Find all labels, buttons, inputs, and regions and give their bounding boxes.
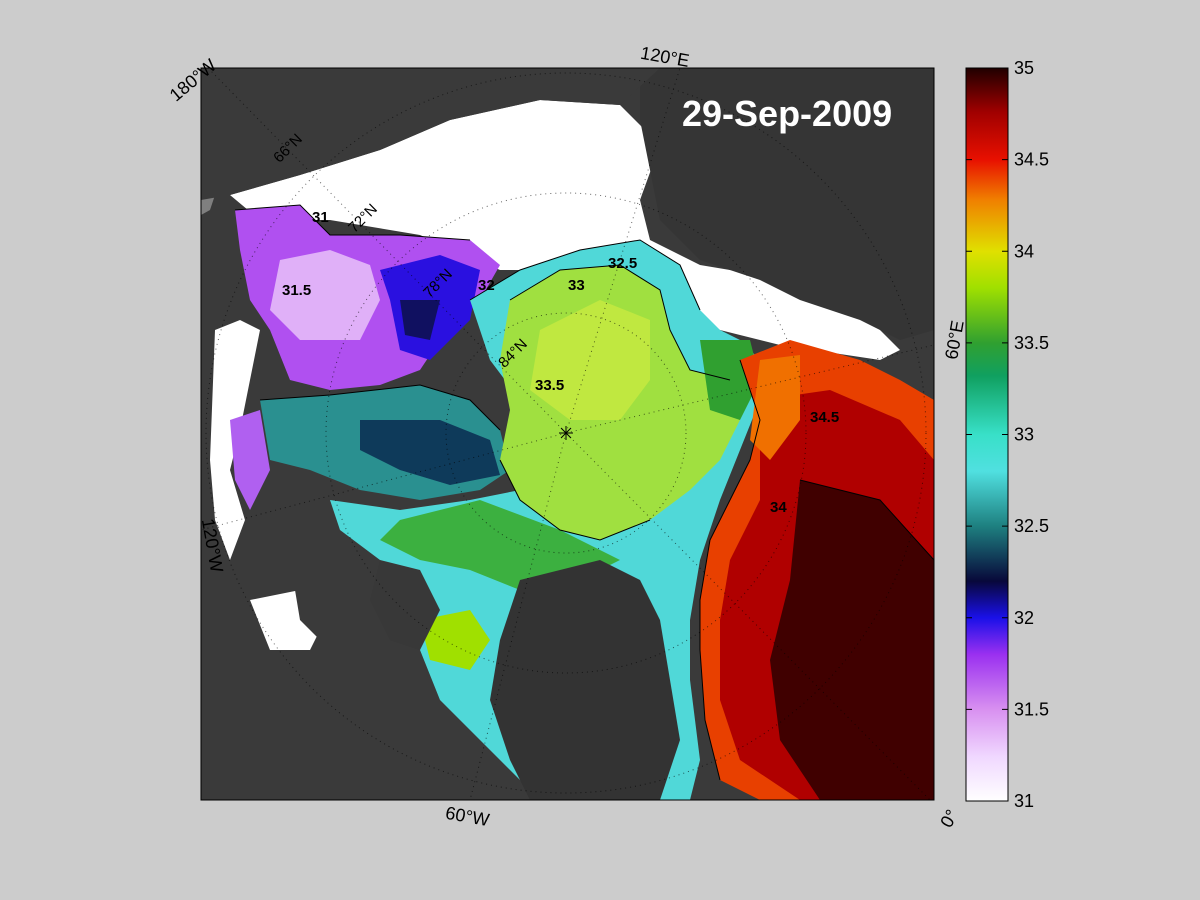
colorbar-tick-label: 32.5	[1014, 516, 1049, 536]
colorbar-tick-label: 32	[1014, 608, 1034, 628]
colorbar-tick-label: 34	[1014, 241, 1034, 261]
sea-ice-region	[230, 100, 900, 360]
contour-label: 34.5	[810, 409, 839, 426]
contour-label: 31	[312, 209, 329, 226]
contour-label: 34	[770, 499, 787, 516]
north-pole-marker	[559, 426, 573, 440]
contour-labels: 31 31.5 32 32.5 33 33.5 34 34.5	[282, 209, 839, 516]
greenland-landmass	[490, 560, 680, 800]
colorbar-tick-label: 31	[1014, 791, 1034, 811]
contour-label: 32.5	[608, 255, 637, 272]
contour-label: 32	[478, 277, 495, 294]
colorbar-ticks: 35 34.5 34 33.5 33 32.5 32 31.5 31	[966, 58, 1049, 811]
contour-label: 33	[568, 277, 585, 294]
colorbar: 35 34.5 34 33.5 33 32.5 32 31.5 31	[965, 58, 1049, 811]
colorbar-tick-label: 33.5	[1014, 333, 1049, 353]
longitude-label-0: 0°	[936, 806, 962, 831]
colorbar-tick-label: 33	[1014, 425, 1034, 445]
colorbar-ramp	[965, 67, 1009, 802]
contour-label: 33.5	[535, 377, 564, 394]
colorbar-tick-label: 35	[1014, 58, 1034, 78]
contour-lines	[234, 204, 934, 781]
colorbar-tick-label: 31.5	[1014, 699, 1049, 719]
contour-label: 31.5	[282, 282, 311, 299]
longitude-label-120e: 120°E	[639, 43, 691, 71]
date-label: 29-Sep-2009	[682, 93, 892, 134]
map-area	[201, 68, 934, 800]
longitude-label-60w: 60°W	[444, 803, 491, 830]
graticule-lines	[201, 68, 934, 800]
longitude-label-60e: 60°E	[941, 319, 968, 361]
map-frame	[200, 67, 935, 801]
colorbar-tick-label: 34.5	[1014, 150, 1049, 170]
